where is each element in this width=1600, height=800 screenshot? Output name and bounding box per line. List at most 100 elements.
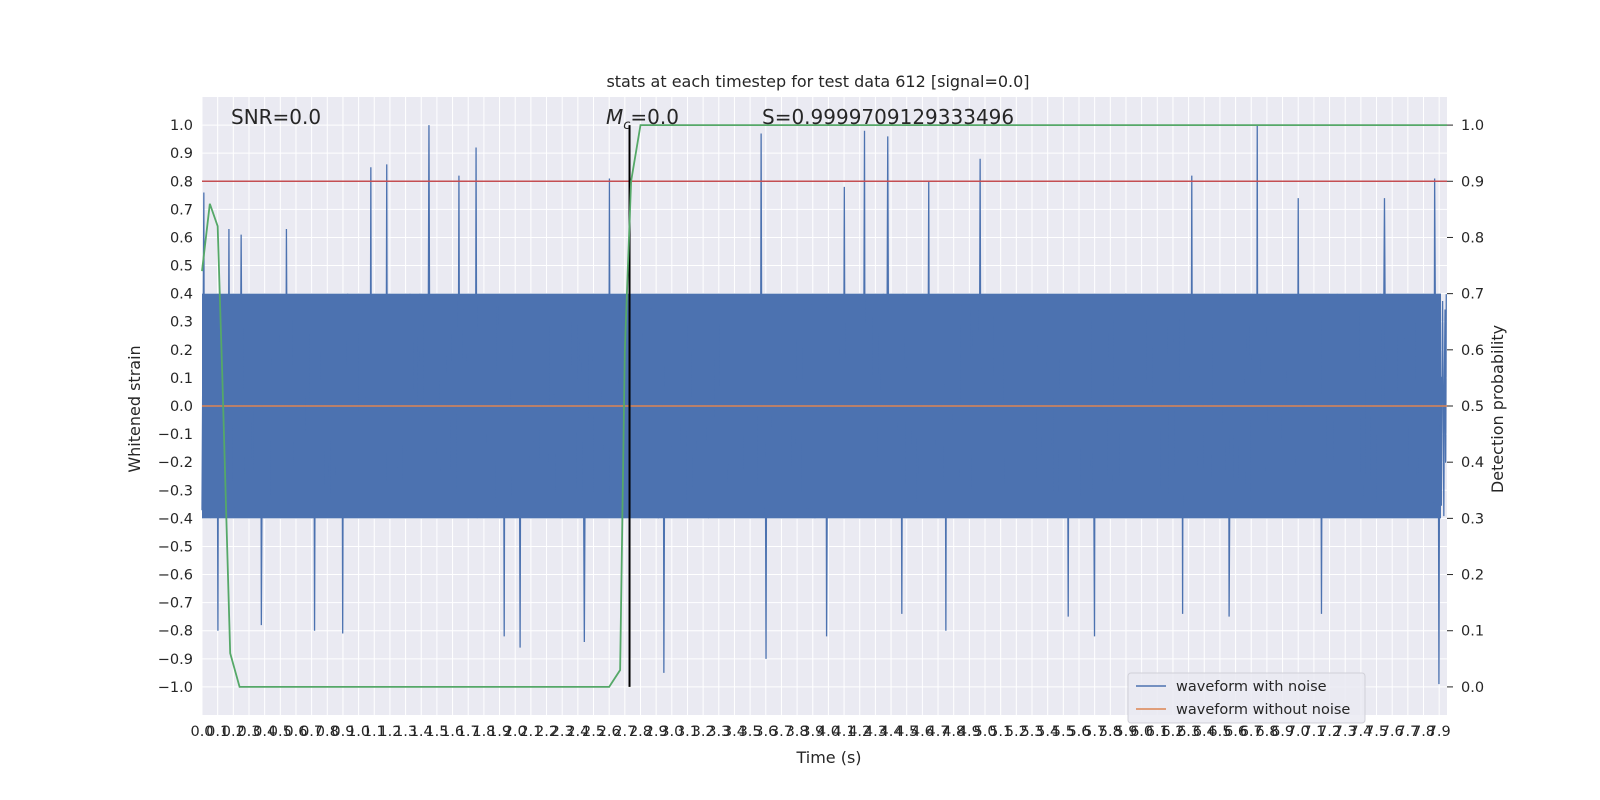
y2-tick-label: 0.3 (1461, 511, 1484, 527)
x-tick-label: 4.1 (833, 724, 856, 740)
y-tick-label: 0.7 (170, 202, 193, 218)
y-tick-label: 1.0 (170, 118, 193, 134)
y2-tick-label: 1.0 (1461, 118, 1484, 134)
legend: waveform with noise waveform without noi… (1127, 672, 1366, 724)
x-tick-label: 3.0 (660, 724, 683, 740)
x-tick-label: 1.6 (441, 724, 464, 740)
x-tick-label: 7.2 (1318, 724, 1341, 740)
x-tick-label: 6.1 (1146, 724, 1169, 740)
x-tick-label: 3.7 (770, 724, 793, 740)
x-tick-label: 0.1 (206, 724, 229, 740)
x-tick-label: 1.8 (472, 724, 495, 740)
y-tick-label: −0.2 (158, 455, 193, 471)
x-axis-label: Time (s) (795, 748, 861, 767)
x-tick-label: 7.0 (1287, 724, 1310, 740)
x-tick-label: 7.1 (1302, 724, 1325, 740)
chirp-mass-value: =0.0 (630, 105, 679, 129)
y-tick-label: 0.0 (170, 399, 193, 415)
x-tick-label: 4.0 (817, 724, 840, 740)
x-tick-label: 0.6 (284, 724, 307, 740)
legend-label-noise: waveform with noise (1176, 679, 1327, 695)
x-tick-label: 7.8 (1412, 724, 1435, 740)
x-tick-label: 1.5 (425, 724, 448, 740)
x-tick-label: 2.6 (598, 724, 621, 740)
x-tick-label: 4.7 (927, 724, 950, 740)
y-tick-label: 0.3 (170, 315, 193, 331)
y-tick-label: 0.4 (170, 287, 193, 303)
x-tick-label: 1.0 (347, 724, 370, 740)
x-tick-label: 7.3 (1334, 724, 1357, 740)
x-tick-label: 6.7 (1240, 724, 1263, 740)
x-tick-label: 2.4 (566, 724, 589, 740)
x-tick-label: 2.5 (582, 724, 605, 740)
x-tick-label: 3.1 (676, 724, 699, 740)
y-tick-label: −0.6 (158, 568, 193, 584)
x-tick-label: 5.8 (1099, 724, 1122, 740)
x-tick-label: 0.0 (190, 724, 213, 740)
x-tick-label: 7.9 (1428, 724, 1451, 740)
y-tick-label: −0.8 (158, 624, 193, 640)
y-axis-label: Whitened strain (125, 345, 144, 472)
x-tick-label: 4.6 (911, 724, 934, 740)
y2-axis-label: Detection probability (1488, 325, 1507, 493)
y-tick-label: 0.9 (170, 146, 193, 162)
x-tick-label: 6.6 (1224, 724, 1247, 740)
x-tick-label: 2.9 (645, 724, 668, 740)
y2-tick-label: 0.0 (1461, 680, 1484, 696)
x-tick-label: 4.9 (958, 724, 981, 740)
probability-trace (201, 124, 1447, 688)
y-tick-label: 0.2 (170, 343, 193, 359)
y-tick-label: 0.8 (170, 174, 193, 190)
x-tick-label: 5.9 (1114, 724, 1137, 740)
x-tick-label: 6.2 (1161, 724, 1184, 740)
x-tick-label: 2.0 (504, 724, 527, 740)
y-tick-label: −0.4 (158, 511, 193, 527)
x-tick-label: 7.6 (1381, 724, 1404, 740)
x-tick-label: 3.3 (707, 724, 730, 740)
x-tick-label: 6.5 (1208, 724, 1231, 740)
x-tick-label: 5.6 (1067, 724, 1090, 740)
y-tick-label: 0.6 (170, 230, 193, 246)
x-tick-label: 4.3 (864, 724, 887, 740)
x-tick-label: 3.9 (801, 724, 824, 740)
x-tick-label: 3.8 (786, 724, 809, 740)
legend-label-clean: waveform without noise (1176, 702, 1350, 718)
x-tick-label: 5.7 (1083, 724, 1106, 740)
y2-tick-label: 0.2 (1461, 568, 1484, 584)
y-axis-ticks: 1.0 0.9 0.8 0.7 0.6 0.5 0.4 0.3 0.2 0.1 0.0 −0.1 −0.… (158, 118, 193, 696)
y-tick-label: −1.0 (158, 680, 193, 696)
x-axis-ticks: 0.00.10.20.30.40.50.60.70.80.91.01.11.21… (190, 724, 1450, 740)
x-tick-label: 5.4 (1036, 724, 1059, 740)
x-tick-label: 6.3 (1177, 724, 1200, 740)
x-tick-label: 5.3 (1020, 724, 1043, 740)
x-tick-label: 4.4 (880, 724, 903, 740)
x-tick-label: 1.4 (410, 724, 433, 740)
y2-tick-label: 0.1 (1461, 624, 1484, 640)
x-tick-label: 1.2 (378, 724, 401, 740)
x-tick-label: 2.1 (519, 724, 542, 740)
x-tick-label: 0.2 (222, 724, 245, 740)
y2-tick-label: 0.9 (1461, 174, 1484, 190)
y2-tick-label: 0.8 (1461, 230, 1484, 246)
y-tick-label: −0.7 (158, 596, 193, 612)
y-tick-label: −0.1 (158, 427, 193, 443)
x-tick-label: 4.8 (942, 724, 965, 740)
y-tick-label: −0.9 (158, 652, 193, 668)
x-tick-label: 0.8 (316, 724, 339, 740)
x-tick-label: 7.5 (1365, 724, 1388, 740)
x-tick-label: 6.8 (1255, 724, 1278, 740)
x-tick-label: 3.2 (692, 724, 715, 740)
y-tick-label: −0.3 (158, 483, 193, 499)
y2-tick-label: 0.5 (1461, 399, 1484, 415)
x-tick-label: 1.7 (457, 724, 480, 740)
x-tick-label: 7.4 (1349, 724, 1372, 740)
x-tick-label: 3.6 (754, 724, 777, 740)
detection-probability-series (201, 124, 1447, 688)
x-tick-label: 5.5 (1052, 724, 1075, 740)
noise-trace (201, 125, 1447, 685)
snr-annotation: SNR=0.0 (231, 105, 321, 129)
x-tick-label: 5.0 (973, 724, 996, 740)
x-tick-label: 4.2 (848, 724, 871, 740)
y-tick-label: 0.1 (170, 371, 193, 387)
